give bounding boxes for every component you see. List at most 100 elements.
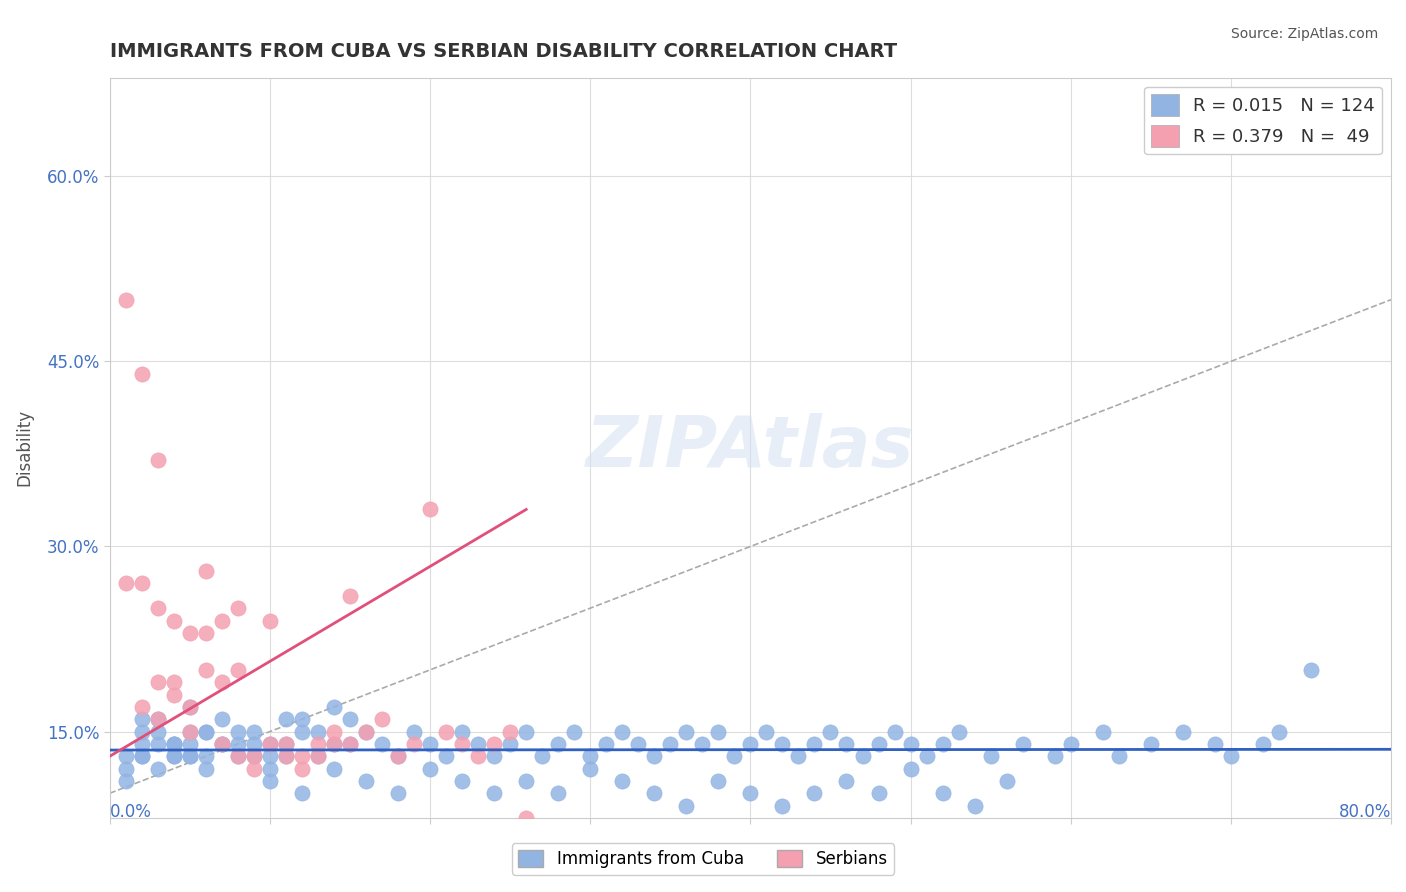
Point — [131, 576, 153, 591]
Point — [419, 762, 441, 776]
Point — [547, 737, 569, 751]
Point — [146, 712, 169, 726]
Point — [419, 502, 441, 516]
Point — [131, 737, 153, 751]
Point — [915, 749, 938, 764]
Point — [163, 614, 186, 628]
Point — [274, 712, 297, 726]
Point — [1268, 724, 1291, 739]
Point — [194, 625, 217, 640]
Point — [803, 786, 825, 800]
Point — [163, 749, 186, 764]
Point — [995, 773, 1018, 788]
Point — [387, 749, 409, 764]
Point — [419, 737, 441, 751]
Point — [291, 786, 314, 800]
Point — [194, 724, 217, 739]
Point — [1251, 737, 1274, 751]
Point — [163, 737, 186, 751]
Point — [499, 724, 522, 739]
Point — [226, 749, 249, 764]
Point — [114, 773, 136, 788]
Point — [226, 749, 249, 764]
Point — [451, 773, 474, 788]
Text: Source: ZipAtlas.com: Source: ZipAtlas.com — [1230, 27, 1378, 41]
Point — [243, 749, 266, 764]
Point — [931, 786, 953, 800]
Point — [307, 749, 329, 764]
Point — [868, 737, 890, 751]
Point — [243, 737, 266, 751]
Point — [740, 786, 762, 800]
Point — [211, 675, 233, 690]
Point — [146, 724, 169, 739]
Point — [515, 811, 537, 825]
Point — [274, 737, 297, 751]
Point — [371, 712, 394, 726]
Point — [323, 724, 346, 739]
Point — [770, 798, 793, 813]
Point — [547, 786, 569, 800]
Point — [1171, 724, 1194, 739]
Point — [259, 773, 281, 788]
Point — [179, 737, 201, 751]
Point — [114, 576, 136, 591]
Point — [482, 737, 505, 751]
Point — [612, 724, 634, 739]
Text: 0.0%: 0.0% — [110, 803, 152, 822]
Y-axis label: Disability: Disability — [15, 409, 32, 486]
Point — [755, 724, 778, 739]
Point — [146, 601, 169, 615]
Point — [354, 724, 377, 739]
Point — [963, 798, 986, 813]
Point — [291, 749, 314, 764]
Point — [211, 737, 233, 751]
Text: 80.0%: 80.0% — [1339, 803, 1391, 822]
Point — [515, 773, 537, 788]
Point — [146, 737, 169, 751]
Legend: Immigrants from Cuba, Serbians: Immigrants from Cuba, Serbians — [512, 843, 894, 875]
Point — [194, 564, 217, 578]
Point — [579, 749, 602, 764]
Point — [482, 749, 505, 764]
Point — [243, 724, 266, 739]
Point — [835, 737, 858, 751]
Point — [259, 737, 281, 751]
Point — [643, 786, 665, 800]
Point — [531, 749, 554, 764]
Point — [226, 663, 249, 677]
Point — [482, 786, 505, 800]
Point — [323, 737, 346, 751]
Point — [114, 293, 136, 307]
Point — [595, 737, 617, 751]
Legend: R = 0.015   N = 124, R = 0.379   N =  49: R = 0.015 N = 124, R = 0.379 N = 49 — [1144, 87, 1382, 154]
Point — [146, 675, 169, 690]
Point — [835, 773, 858, 788]
Point — [515, 724, 537, 739]
Point — [194, 749, 217, 764]
Text: IMMIGRANTS FROM CUBA VS SERBIAN DISABILITY CORRELATION CHART: IMMIGRANTS FROM CUBA VS SERBIAN DISABILI… — [110, 42, 897, 61]
Point — [1043, 749, 1066, 764]
Point — [900, 737, 922, 751]
Point — [179, 724, 201, 739]
Point — [131, 749, 153, 764]
Point — [980, 749, 1002, 764]
Point — [131, 699, 153, 714]
Point — [226, 737, 249, 751]
Point — [579, 762, 602, 776]
Point — [692, 737, 714, 751]
Point — [259, 614, 281, 628]
Point — [675, 724, 697, 739]
Point — [1011, 737, 1033, 751]
Point — [211, 737, 233, 751]
Point — [259, 749, 281, 764]
Point — [323, 737, 346, 751]
Point — [707, 724, 730, 739]
Point — [851, 749, 873, 764]
Point — [1139, 737, 1161, 751]
Point — [211, 614, 233, 628]
Point — [131, 367, 153, 381]
Point — [259, 762, 281, 776]
Point — [146, 453, 169, 467]
Point — [179, 699, 201, 714]
